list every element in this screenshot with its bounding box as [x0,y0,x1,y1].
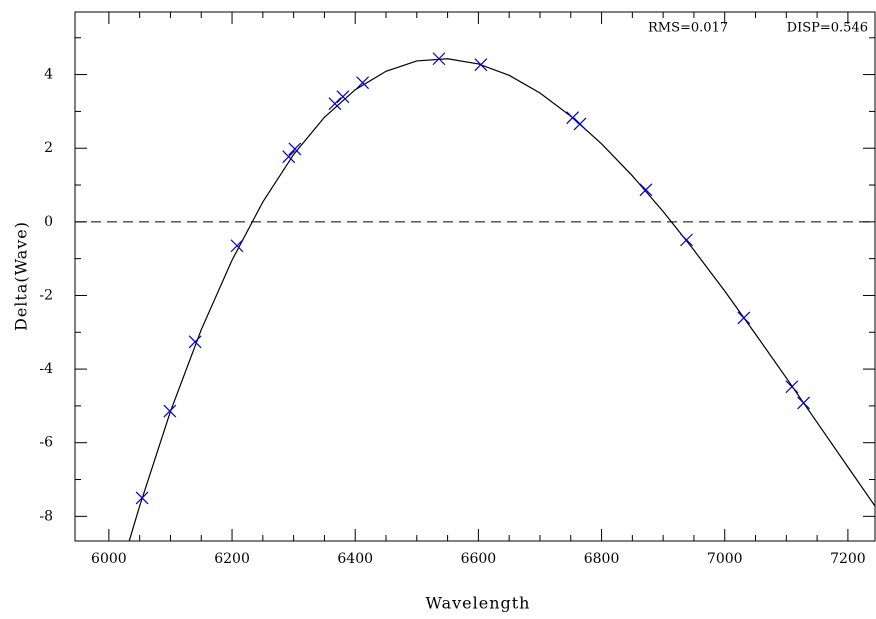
point-marker [135,491,149,505]
point-marker [328,97,342,111]
point-marker [785,380,799,394]
y-tick-label: -2 [39,287,53,303]
annotation: RMS=0.017 [648,21,728,36]
point-marker [288,142,302,156]
point-marker [797,396,810,410]
fit-line [128,58,875,541]
y-tick-label: -4 [39,361,53,377]
point-marker [230,239,244,253]
x-tick-label: 6800 [584,551,620,567]
point-marker [639,183,653,197]
point-marker [573,117,587,131]
y-tick-label: -6 [39,435,53,451]
x-tick-label: 7200 [830,551,866,567]
point-marker [566,111,580,125]
point-marker [432,52,446,66]
y-tick-label: 2 [44,140,53,156]
point-marker [282,150,296,164]
point-marker [356,76,370,90]
x-tick-label: 6200 [214,551,250,567]
point-marker [680,233,693,247]
point-marker [336,90,350,104]
x-tick-label: 6400 [337,551,373,567]
annotation: DISP=0.546 [787,21,868,36]
point-marker [188,335,202,349]
plot-area [128,52,875,541]
y-tick-label: 0 [44,214,53,230]
point-marker [474,58,488,72]
y-tick-label: -8 [39,508,53,524]
plot-frame [74,11,876,542]
x-tick-label: 7000 [707,551,743,567]
x-tick-label: 6000 [91,551,127,567]
y-tick-label: 4 [44,67,53,83]
x-tick-label: 6600 [461,551,497,567]
point-marker [163,404,177,418]
point-marker [737,311,751,325]
x-axis-title: Wavelength [426,594,531,613]
y-axis-title: Delta(Wave) [12,221,31,331]
